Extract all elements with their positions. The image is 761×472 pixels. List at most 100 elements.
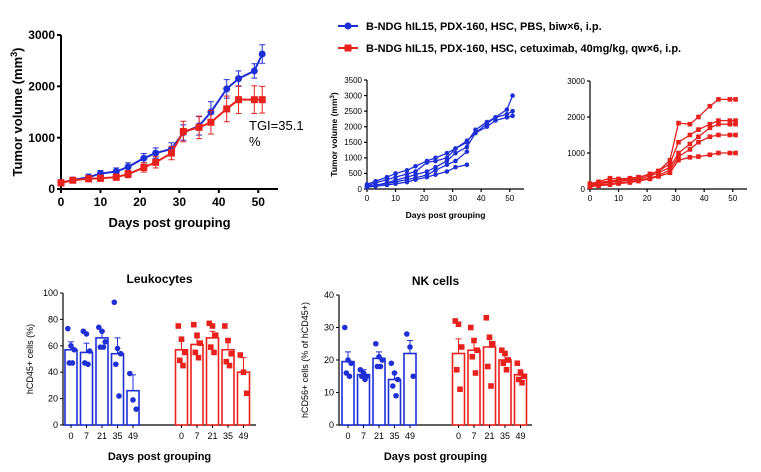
data-point	[175, 323, 182, 329]
data-point	[195, 123, 203, 131]
x-tick-label: 30	[448, 194, 457, 203]
data-point	[716, 150, 721, 156]
bar-group-pbs: 0 7 21 35 49	[64, 299, 140, 441]
data-point	[373, 183, 378, 189]
data-point	[152, 158, 160, 166]
panel-pbs-individual: 0 500 1000 1500 2000 2500 3000 3500 0 10 20 30 40 50 D…	[329, 76, 524, 220]
data-point	[424, 174, 430, 180]
y-tick-label: 500	[349, 169, 363, 178]
data-point	[167, 149, 175, 157]
x-tick-label: 21	[97, 431, 107, 441]
data-point	[464, 149, 470, 154]
data-point	[127, 370, 133, 377]
data-point	[516, 376, 522, 383]
bar-group-cetux: 0 7 21 35 49	[174, 320, 251, 441]
x-tick-label: 10	[94, 195, 108, 209]
data-point	[587, 184, 593, 190]
y-tick-label: 1500	[344, 138, 362, 147]
data-point	[211, 349, 217, 356]
data-point	[223, 85, 231, 93]
data-point	[453, 164, 458, 170]
x-tick-label: 0	[179, 431, 184, 441]
y-tick-label: 1000	[344, 154, 362, 163]
series-line	[589, 134, 736, 187]
y-axis-label: Tumor volume (mm3)	[329, 92, 339, 177]
data-point	[687, 132, 693, 138]
data-point	[68, 343, 74, 349]
bar	[403, 352, 417, 426]
data-point	[133, 406, 139, 412]
legend-entry-pbs: B-NDG hIL15, PDX-160, HSC, PBS, biw×6, i…	[338, 21, 602, 33]
data-point	[727, 118, 733, 123]
data-point	[124, 163, 132, 171]
series-line	[60, 98, 263, 184]
y-tick-label: 2000	[344, 123, 362, 132]
y-tick-label: 0	[48, 182, 55, 196]
bar-group-cetux: 0 7 21 35 49	[451, 314, 528, 441]
data-point	[483, 314, 490, 321]
tgi-annotation-line1: TGI=35.1	[249, 118, 304, 133]
x-tick-label: 35	[500, 431, 510, 441]
y-tick-label: 80	[48, 314, 58, 324]
y-tick-label: 1000	[567, 149, 585, 158]
x-tick-label: 7	[84, 431, 89, 441]
data-point	[85, 175, 93, 183]
y-tick-label: 2500	[344, 107, 362, 116]
data-point	[209, 323, 216, 329]
data-point	[444, 150, 450, 156]
y-tick-label: 2000	[567, 113, 585, 122]
x-axis-label: Days post grouping	[108, 215, 230, 230]
bar-group-pbs: 0 7 21 35 49	[341, 324, 417, 441]
data-point	[676, 139, 681, 145]
data-point	[140, 163, 148, 171]
data-point	[504, 115, 510, 120]
x-tick-label: 35	[389, 431, 399, 441]
data-point	[493, 118, 498, 123]
x-tick-label: 49	[515, 431, 525, 441]
data-point	[111, 299, 118, 306]
data-point	[225, 337, 231, 344]
data-point	[444, 169, 450, 174]
data-point	[207, 118, 215, 126]
data-point	[433, 172, 438, 177]
data-point	[517, 370, 524, 376]
data-point	[424, 169, 430, 174]
series-line	[589, 152, 736, 188]
data-point	[696, 114, 701, 120]
x-tick-label: 35	[112, 431, 122, 441]
data-point	[733, 132, 738, 138]
x-tick-label: 49	[128, 431, 138, 441]
data-point	[707, 152, 713, 158]
data-point	[71, 346, 77, 353]
data-point	[413, 177, 418, 182]
data-point	[410, 373, 417, 380]
y-axis-label: hCD56+ cells (% of hCD45+)	[300, 302, 310, 418]
data-point	[500, 360, 507, 367]
data-point	[99, 328, 105, 335]
data-point	[404, 179, 410, 185]
data-point	[235, 96, 243, 104]
series-cetux	[57, 85, 266, 187]
data-point	[180, 362, 186, 369]
data-point	[85, 361, 91, 368]
data-point	[444, 158, 450, 164]
data-point	[727, 121, 733, 127]
data-point	[596, 183, 601, 189]
data-point	[676, 154, 681, 159]
x-tick-label: 20	[643, 194, 652, 203]
data-point	[83, 331, 90, 337]
data-point	[667, 161, 673, 167]
y-tick-label: 3000	[567, 77, 585, 86]
data-point	[181, 349, 188, 356]
series-line	[589, 98, 736, 185]
x-tick-label: 0	[456, 431, 461, 441]
x-tick-label: 0	[68, 431, 73, 441]
data-point	[69, 176, 77, 184]
data-point	[130, 397, 136, 403]
x-tick-label: 40	[700, 194, 709, 203]
y-tick-label: 20	[48, 394, 58, 404]
data-point	[362, 376, 368, 383]
x-axis-label: Days post grouping	[406, 210, 486, 220]
data-point	[102, 339, 108, 345]
data-point	[424, 160, 430, 165]
